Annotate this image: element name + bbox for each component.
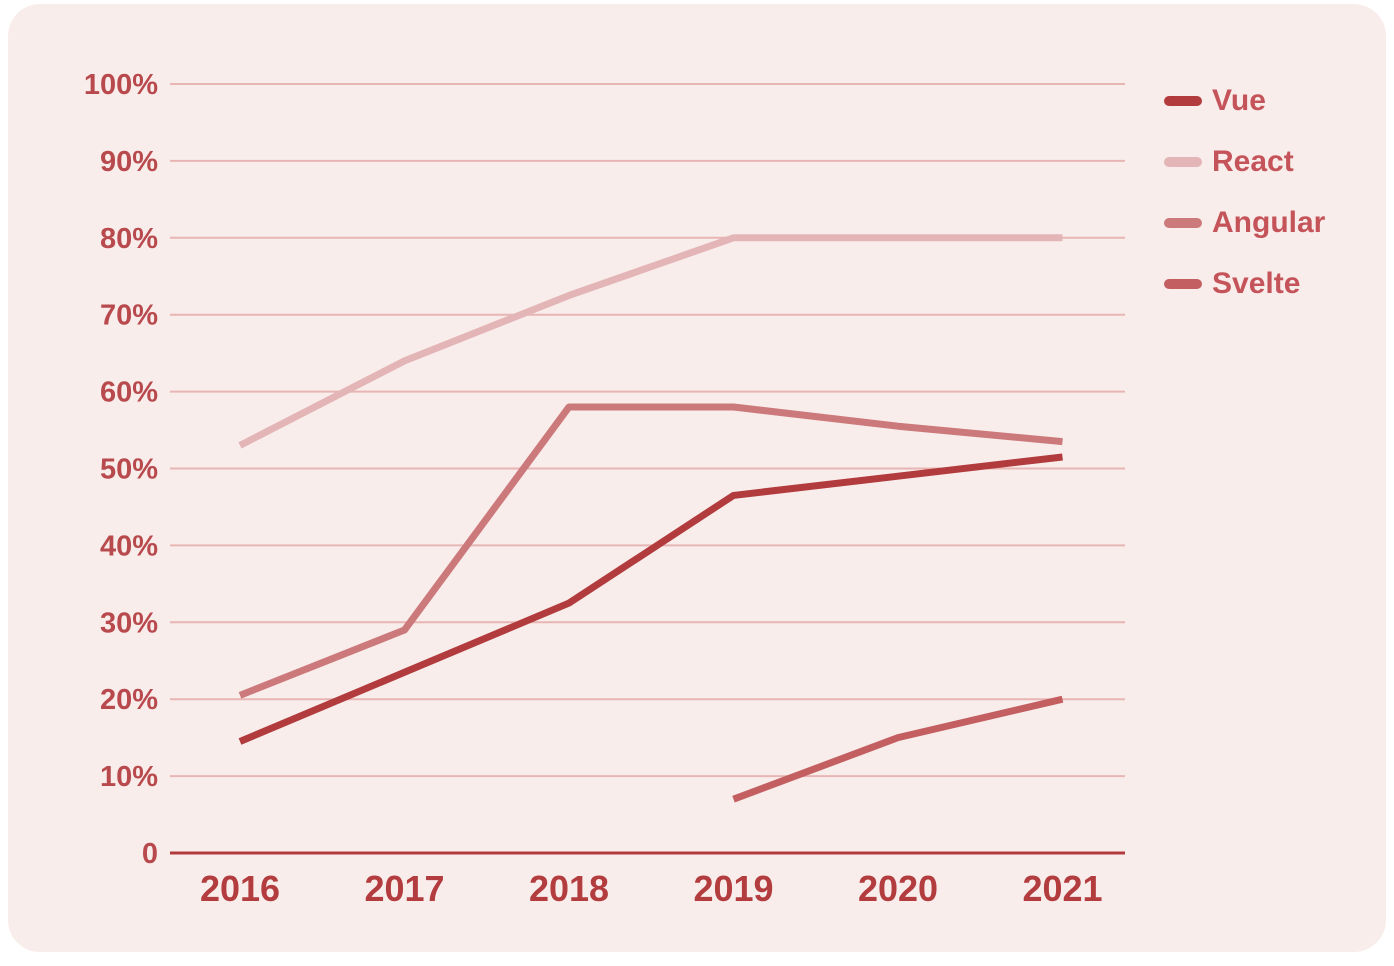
legend-item-svelte: Svelte xyxy=(1164,253,1325,314)
y-tick-label: 40% xyxy=(100,530,158,562)
legend-swatch-angular xyxy=(1164,217,1202,228)
x-tick-label-2021: 2021 xyxy=(1022,868,1102,909)
legend-swatch-svelte xyxy=(1164,278,1202,289)
chart-panel xyxy=(8,4,1386,952)
y-tick-label: 80% xyxy=(100,223,158,255)
y-tick-label: 70% xyxy=(100,300,158,332)
x-tick-label-2018: 2018 xyxy=(529,868,609,909)
y-tick-label: 100% xyxy=(84,69,158,101)
legend-swatch-vue xyxy=(1164,95,1202,106)
legend-item-vue: Vue xyxy=(1164,70,1325,131)
series-line-svelte xyxy=(732,695,1064,803)
y-tick-label: 90% xyxy=(100,146,158,178)
y-tick-label: 60% xyxy=(100,377,158,409)
legend-item-angular: Angular xyxy=(1164,192,1325,253)
y-tick-label: 20% xyxy=(100,684,158,716)
legend-item-react: React xyxy=(1164,131,1325,192)
legend-label-angular: Angular xyxy=(1212,205,1326,239)
legend-label-react: React xyxy=(1212,144,1294,178)
series-line-angular xyxy=(238,403,1063,699)
y-tick-label: 50% xyxy=(100,454,158,486)
y-tick-label: 0 xyxy=(142,838,158,870)
legend-swatch-react xyxy=(1164,156,1202,167)
x-tick-label-2019: 2019 xyxy=(693,868,773,909)
series-line-react xyxy=(238,234,1063,449)
x-tick-label-2017: 2017 xyxy=(364,868,444,909)
x-tick-label-2016: 2016 xyxy=(200,868,280,909)
x-tick-label-2020: 2020 xyxy=(858,868,938,909)
legend-label-svelte: Svelte xyxy=(1212,266,1301,300)
legend-label-vue: Vue xyxy=(1212,83,1266,117)
chart-legend: Vue React Angular Svelte xyxy=(1164,70,1325,314)
y-tick-label: 30% xyxy=(100,607,158,639)
y-tick-label: 10% xyxy=(100,761,158,793)
series-line-vue xyxy=(238,453,1063,745)
